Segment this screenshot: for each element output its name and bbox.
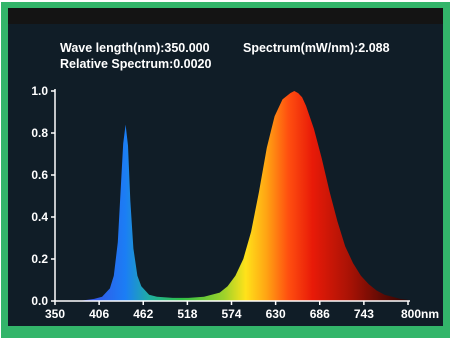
relative-spectrum-readout: Relative Spectrum:0.0020 (60, 57, 212, 71)
spectrum-area (55, 91, 408, 301)
x-tick-label: 686 (310, 307, 330, 321)
y-tick-label: 0.8 (31, 126, 48, 140)
x-tick-label: 462 (133, 307, 153, 321)
spectrum-readout: Spectrum(mW/nm):2.088 (243, 41, 390, 55)
chart-panel (8, 8, 443, 326)
y-tick-label: 0.2 (31, 252, 48, 266)
y-tick-label: 1.0 (31, 84, 48, 98)
plot-area (55, 91, 408, 301)
wave-length-readout: Wave length(nm):350.000 (60, 41, 210, 55)
x-tick-label: 574 (221, 307, 241, 321)
x-tick-label: 350 (45, 307, 65, 321)
y-ticks: 0.0 0.2 0.4 0.6 0.8 1.0 (31, 84, 55, 308)
top-band (8, 8, 443, 24)
x-tick-label: 630 (266, 307, 286, 321)
x-tick-label: 800nm (401, 307, 439, 321)
x-tick-label: 406 (89, 307, 109, 321)
y-tick-label: 0.6 (31, 168, 48, 182)
x-tick-label: 743 (354, 307, 374, 321)
x-tick-label: 518 (177, 307, 197, 321)
x-ticks: 350 406 462 518 574 630 686 743 800nm (45, 301, 439, 321)
y-tick-label: 0.0 (31, 294, 48, 308)
y-tick-label: 0.4 (31, 210, 48, 224)
